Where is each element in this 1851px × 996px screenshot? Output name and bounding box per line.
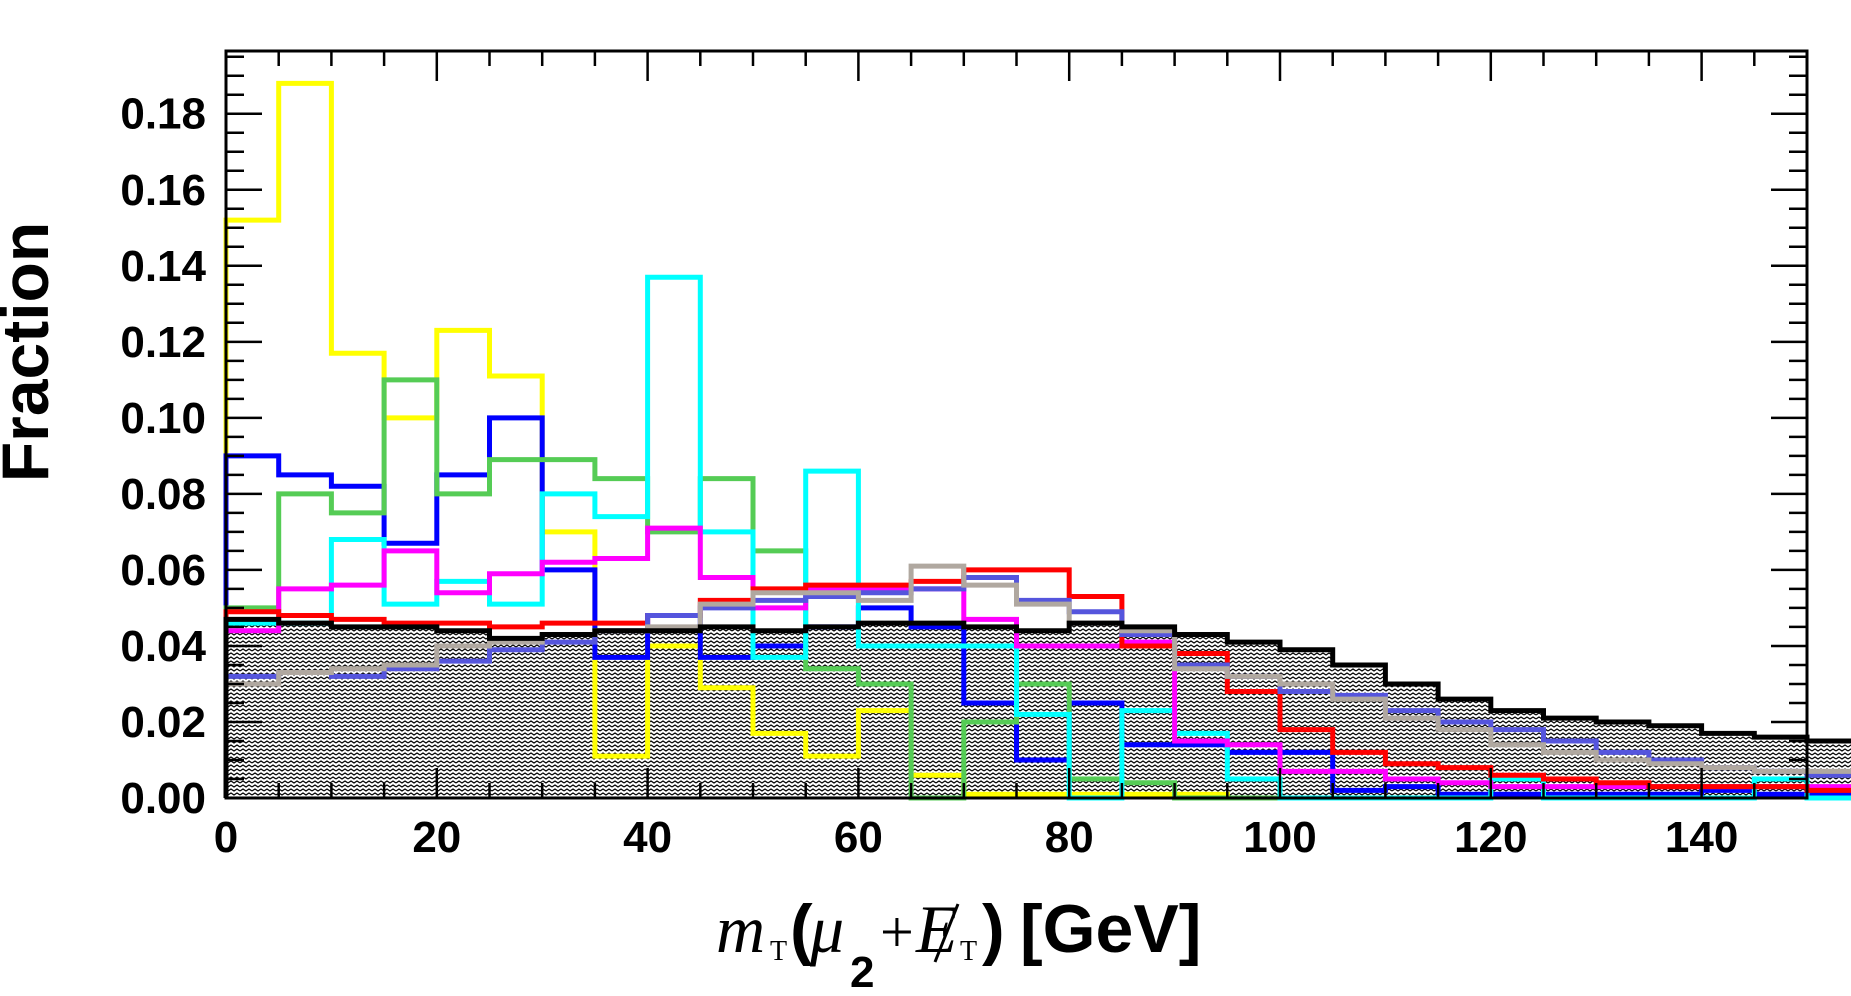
x-tick-label: 140: [1665, 813, 1738, 862]
background-outline: [223, 616, 1851, 798]
background-bin: [384, 626, 437, 798]
background-bin: [436, 630, 490, 798]
y-tick-label: 0.02: [120, 698, 206, 747]
x-axis-title-paren-close: ): [982, 891, 1005, 967]
background-bin: [1280, 649, 1333, 798]
x-axis-title-sub-2: 2: [850, 948, 874, 996]
axis-ticks: [224, 51, 1809, 800]
y-tick-label: 0.18: [120, 90, 206, 139]
x-tick-label: 20: [412, 813, 461, 862]
y-tick-label: 0.10: [120, 394, 206, 443]
x-tick-label: 0: [214, 813, 238, 862]
y-tick-label: 0.04: [120, 622, 206, 671]
x-tick-label: 40: [623, 813, 672, 862]
y-tick-label: 0.14: [120, 242, 206, 291]
x-axis-title-m: m: [716, 891, 765, 967]
background-bin: [489, 638, 543, 798]
background-bin: [1069, 623, 1122, 798]
y-tick-label: 0.00: [120, 774, 206, 823]
background-bin: [331, 626, 385, 798]
x-axis-title-e: E: [915, 891, 958, 967]
background-bin: [1332, 664, 1386, 798]
background-bin: [1174, 634, 1228, 798]
tick-labels: 0 20 40 60 80 100 120 140 0.00 0.02 0.04 0.06 0.08 0.…: [120, 90, 1738, 862]
x-axis-title-paren-open: (: [790, 891, 813, 967]
x-tick-label: 80: [1045, 813, 1094, 862]
x-axis-title: m T ( μ 2 + E T ) [GeV]: [716, 891, 1201, 996]
background-bin: [226, 619, 279, 798]
x-tick-label: 60: [834, 813, 883, 862]
x-axis-title-sub-t: T: [770, 936, 787, 967]
background-outline-layer: [223, 616, 1851, 798]
background-bin: [963, 626, 1017, 798]
background-bin: [805, 626, 859, 798]
y-tick-label: 0.16: [120, 166, 206, 215]
background-fill-layer: [226, 619, 1851, 798]
background-bin: [700, 626, 753, 798]
background-bin: [1227, 642, 1280, 798]
series-line-yellow: [223, 80, 1230, 798]
y-tick-label: 0.08: [120, 470, 206, 519]
y-tick-label: 0.06: [120, 546, 206, 595]
x-tick-label: 100: [1243, 813, 1316, 862]
background-bin: [911, 623, 964, 798]
background-bin: [278, 623, 332, 798]
x-axis-title-unit: [GeV]: [1020, 891, 1201, 967]
x-tick-label: 120: [1454, 813, 1527, 862]
series-line-red: [223, 567, 1851, 798]
x-axis-title-plus: +: [880, 899, 914, 965]
y-tick-label: 0.12: [120, 318, 206, 367]
x-axis-title-sub-t2: T: [960, 936, 977, 967]
x-axis-title-slash: [933, 903, 960, 963]
x-axis-title-mu: μ: [809, 891, 844, 967]
background-bin: [1490, 710, 1544, 798]
background-bin: [647, 630, 701, 798]
background-bin: [542, 634, 595, 798]
y-axis-title: Fraction: [0, 222, 62, 482]
